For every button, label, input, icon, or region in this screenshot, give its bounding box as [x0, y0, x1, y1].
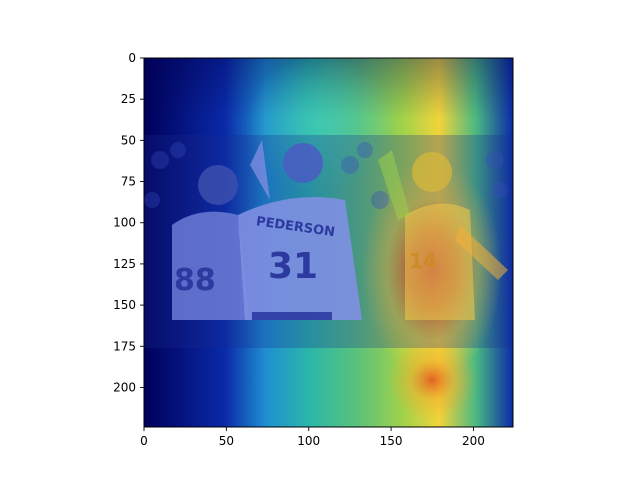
player-right-number: 14	[409, 249, 437, 273]
y-tick-label: 0	[128, 51, 136, 65]
player-photo: 88 PEDERSON 31 14	[144, 135, 513, 348]
player-middle-belt	[252, 312, 332, 320]
axes-frame	[143, 57, 514, 428]
y-tick-label: 100	[113, 216, 136, 230]
y-tick-label: 200	[113, 380, 136, 394]
player-middle-number: 31	[268, 246, 318, 287]
y-tick-label: 50	[121, 133, 136, 147]
y-tick-label: 150	[113, 298, 136, 312]
x-tick-label: 200	[462, 434, 485, 448]
x-tick-label: 100	[297, 434, 320, 448]
x-tick-label: 150	[380, 434, 403, 448]
x-tick-label: 50	[219, 434, 234, 448]
y-tick-label: 175	[113, 339, 136, 353]
player-right: 14	[378, 150, 508, 320]
player-left: 88	[172, 165, 250, 320]
crowd-texture	[144, 142, 508, 209]
y-tick-label: 125	[113, 257, 136, 271]
x-axis: 0 50 100 150 200	[140, 427, 485, 448]
player-middle: PEDERSON 31	[238, 140, 362, 320]
heatmap-image: 88 PEDERSON 31 14	[144, 58, 513, 427]
y-tick-label: 25	[121, 92, 136, 106]
x-tick-label: 0	[140, 434, 148, 448]
y-axis: 0 25 50 75 100 125 150 175 200	[113, 51, 144, 394]
player-left-number: 88	[174, 263, 216, 298]
heatmap-hotspot-cyan	[245, 58, 395, 195]
y-tick-label: 75	[121, 175, 136, 189]
heatmap-hotspot-lower	[387, 340, 477, 420]
